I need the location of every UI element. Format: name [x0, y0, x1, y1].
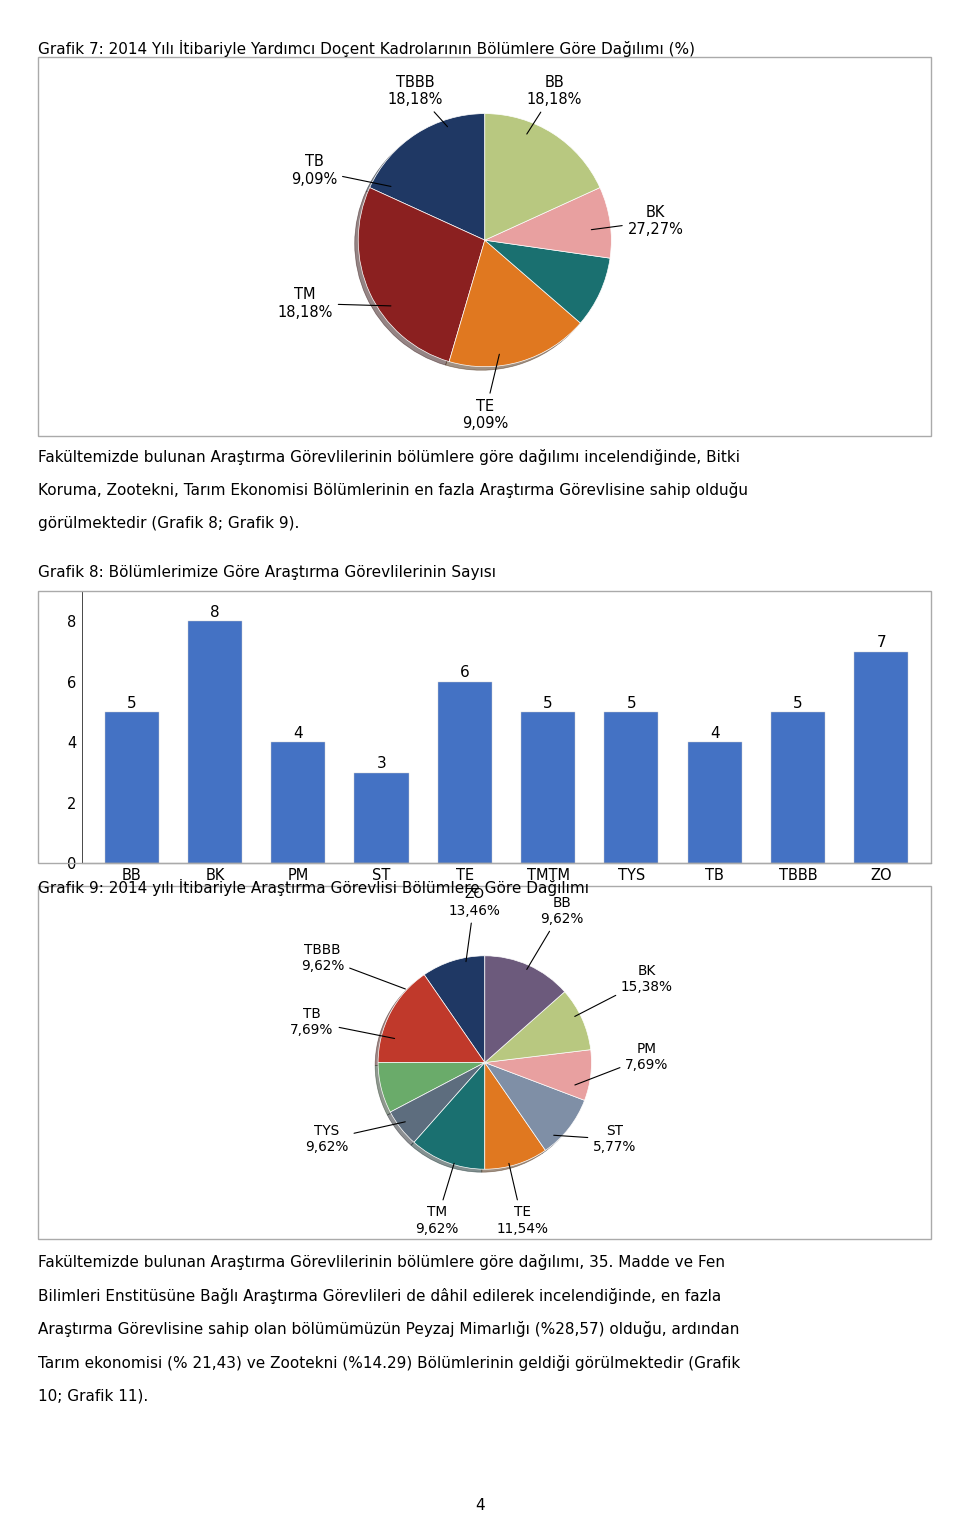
Text: ZO
13,46%: ZO 13,46%: [448, 888, 500, 961]
Text: Araştırma Görevlisine sahip olan bölümümüzün Peyzaj Mimarlığı (%28,57) olduğu, a: Araştırma Görevlisine sahip olan bölümüm…: [38, 1321, 740, 1337]
Text: 5: 5: [793, 695, 803, 710]
Text: Fakültemizde bulunan Araştırma Görevlilerinin bölümlere göre dağılımı incelendiğ: Fakültemizde bulunan Araştırma Görevlile…: [38, 449, 740, 464]
Wedge shape: [485, 1063, 585, 1150]
Text: 4: 4: [709, 726, 719, 741]
Text: TB
9,09%: TB 9,09%: [291, 155, 391, 187]
Text: TM
18,18%: TM 18,18%: [277, 288, 391, 320]
Text: TBBB
18,18%: TBBB 18,18%: [388, 75, 447, 127]
Text: TB
7,69%: TB 7,69%: [290, 1007, 395, 1038]
Text: TYS
9,62%: TYS 9,62%: [305, 1122, 405, 1154]
Wedge shape: [414, 1063, 485, 1170]
Text: BB
18,18%: BB 18,18%: [527, 75, 582, 135]
Text: 10; Grafik 11).: 10; Grafik 11).: [38, 1389, 149, 1404]
Wedge shape: [485, 1063, 545, 1170]
Text: 5: 5: [127, 695, 136, 710]
Wedge shape: [485, 1050, 591, 1101]
Text: BK
15,38%: BK 15,38%: [575, 965, 673, 1017]
Text: 5: 5: [543, 695, 553, 710]
Text: görülmektedir (Grafik 8; Grafik 9).: görülmektedir (Grafik 8; Grafik 9).: [38, 516, 300, 531]
Text: ST
5,77%: ST 5,77%: [554, 1124, 636, 1154]
Wedge shape: [485, 955, 564, 1063]
Wedge shape: [424, 955, 485, 1063]
Bar: [854, 652, 908, 863]
Text: Grafik 7: 2014 Yılı İtibariyle Yardımcı Doçent Kadrolarının Bölümlere Göre Dağıl: Grafik 7: 2014 Yılı İtibariyle Yardımcı …: [38, 40, 695, 57]
Text: Grafik 8: Bölümlerimize Göre Araştırma Görevlilerinin Sayısı: Grafik 8: Bölümlerimize Göre Araştırma G…: [38, 565, 496, 580]
Bar: [687, 743, 742, 863]
Text: PM
7,69%: PM 7,69%: [575, 1043, 669, 1085]
Text: 3: 3: [376, 756, 386, 772]
Text: 8: 8: [210, 605, 220, 620]
Wedge shape: [378, 1063, 485, 1112]
Text: TM
9,62%: TM 9,62%: [415, 1164, 459, 1236]
Bar: [604, 712, 659, 863]
Text: 4: 4: [294, 726, 303, 741]
Bar: [105, 712, 158, 863]
Wedge shape: [485, 240, 610, 323]
Bar: [188, 622, 242, 863]
Text: Fakültemizde bulunan Araştırma Görevlilerinin bölümlere göre dağılımı, 35. Madde: Fakültemizde bulunan Araştırma Görevlile…: [38, 1254, 726, 1269]
Text: Grafik 9: 2014 yılı İtibariyle Araştırma Görevlisi Bölümlere Göre Dağılımı: Grafik 9: 2014 yılı İtibariyle Araştırma…: [38, 879, 589, 896]
Text: 5: 5: [627, 695, 636, 710]
Wedge shape: [391, 1063, 485, 1142]
Wedge shape: [485, 992, 590, 1063]
Wedge shape: [370, 113, 485, 240]
Bar: [521, 712, 575, 863]
Text: BK
27,27%: BK 27,27%: [591, 205, 684, 237]
Text: Koruma, Zootekni, Tarım Ekonomisi Bölümlerinin en fazla Araştırma Görevlisine sa: Koruma, Zootekni, Tarım Ekonomisi Bölüml…: [38, 482, 749, 498]
Text: TE
11,54%: TE 11,54%: [496, 1164, 548, 1236]
Wedge shape: [378, 975, 485, 1063]
Wedge shape: [358, 188, 485, 361]
Bar: [771, 712, 825, 863]
Text: Tarım ekonomisi (% 21,43) ve Zootekni (%14.29) Bölümlerinin geldiği görülmektedi: Tarım ekonomisi (% 21,43) ve Zootekni (%…: [38, 1355, 741, 1370]
Bar: [438, 681, 492, 863]
Wedge shape: [485, 188, 612, 259]
Wedge shape: [449, 240, 581, 367]
Wedge shape: [485, 113, 600, 240]
Text: Bilimleri Enstitüsüne Bağlı Araştırma Görevlileri de dâhil edilerek incelendiğin: Bilimleri Enstitüsüne Bağlı Araştırma Gö…: [38, 1288, 722, 1303]
Text: BB
9,62%: BB 9,62%: [527, 896, 584, 969]
Bar: [271, 743, 325, 863]
Text: TBBB
9,62%: TBBB 9,62%: [300, 943, 405, 989]
Text: 7: 7: [876, 635, 886, 651]
Text: 4: 4: [475, 1497, 485, 1513]
Text: TE
9,09%: TE 9,09%: [462, 354, 508, 432]
Text: 6: 6: [460, 666, 469, 680]
Bar: [354, 773, 409, 863]
